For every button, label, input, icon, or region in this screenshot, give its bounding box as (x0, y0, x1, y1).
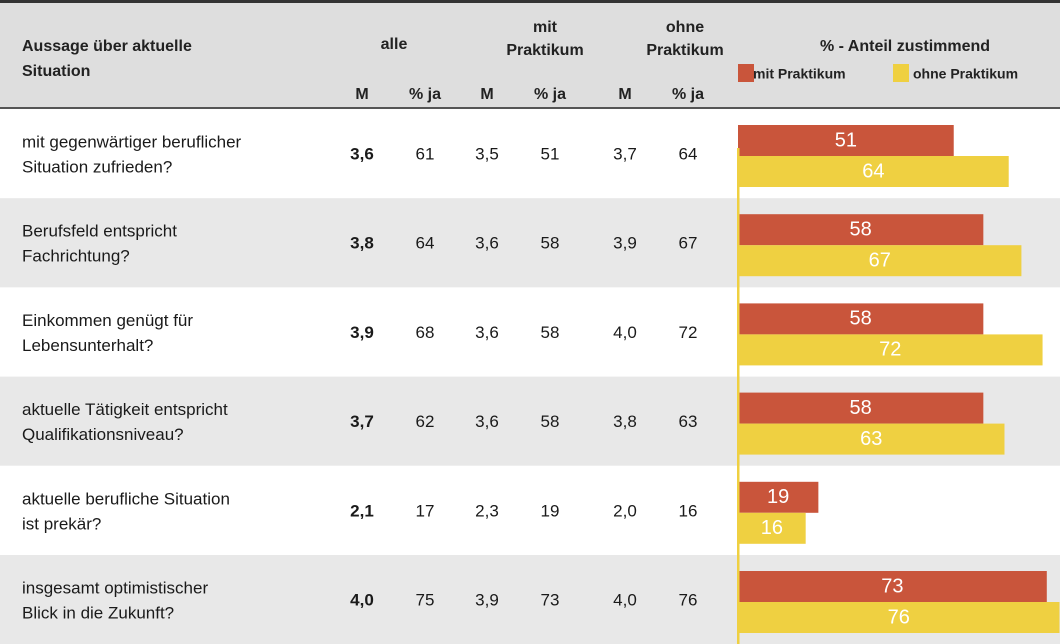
legend-swatch (893, 64, 909, 82)
bar-label: 67 (869, 249, 891, 271)
bar-label: 72 (879, 339, 901, 361)
header-mit: mit (533, 19, 558, 36)
legend-label: mit Praktikum (753, 66, 846, 82)
bar (738, 334, 1043, 366)
bar (738, 602, 1060, 633)
cell: 3,6 (475, 234, 499, 253)
row-label: Blick in die Zukunft? (22, 603, 174, 622)
bar (738, 512, 806, 544)
row-label: Qualifikationsniveau? (22, 425, 184, 444)
cell: 58 (541, 234, 560, 253)
bar-label: 58 (850, 397, 872, 419)
row-label: Lebensunterhalt? (22, 336, 153, 355)
header-mit: Praktikum (506, 42, 583, 59)
cell: 73 (541, 590, 560, 609)
cell: 2,0 (613, 501, 637, 520)
header-statement: Situation (22, 63, 90, 80)
top-rule (0, 0, 1060, 3)
cell: 3,7 (350, 412, 374, 431)
cell: 4,0 (350, 590, 374, 609)
header-ohne: Praktikum (646, 42, 723, 59)
bar (738, 156, 1009, 187)
row-label: insgesamt optimistischer (22, 578, 208, 597)
cell: 58 (541, 412, 560, 431)
subheader: M (618, 86, 631, 103)
chart-title: % - Anteil zustimmend (820, 38, 990, 55)
cell: 3,8 (613, 412, 637, 431)
subheader: % ja (672, 86, 704, 103)
header-bg (0, 0, 1060, 108)
cell: 72 (679, 323, 698, 342)
cell: 2,3 (475, 501, 499, 520)
header-rule (0, 107, 1060, 109)
cell: 64 (679, 144, 698, 163)
cell: 51 (541, 144, 560, 163)
cell: 3,8 (350, 234, 374, 253)
row-label: aktuelle Tätigkeit entspricht (22, 400, 228, 419)
row-label: mit gegenwärtiger beruflicher (22, 132, 242, 151)
row-label: Berufsfeld entspricht (22, 222, 177, 241)
legend-swatch (738, 64, 754, 82)
cell: 76 (679, 590, 698, 609)
cell: 3,6 (350, 144, 374, 163)
cell: 68 (416, 323, 435, 342)
bar (738, 245, 1022, 277)
cell: 3,9 (475, 590, 499, 609)
cell: 62 (416, 412, 435, 431)
bar-label: 73 (881, 575, 903, 597)
cell: 4,0 (613, 323, 637, 342)
bar-label: 63 (860, 428, 882, 450)
cell: 2,1 (350, 501, 374, 520)
cell: 16 (679, 501, 698, 520)
cell: 75 (416, 590, 435, 609)
cell: 67 (679, 234, 698, 253)
bar (738, 392, 984, 424)
subheader: % ja (534, 86, 566, 103)
bar (738, 423, 1005, 455)
bar (738, 125, 954, 156)
subheader: M (355, 86, 368, 103)
cell: 58 (541, 323, 560, 342)
bar-label: 76 (888, 606, 910, 628)
header-ohne: ohne (666, 19, 704, 36)
bar-label: 19 (767, 486, 789, 508)
row-label: Einkommen genügt für (22, 311, 193, 330)
bar (738, 571, 1047, 602)
row-bg (0, 465, 1060, 555)
cell: 61 (416, 144, 435, 163)
cell: 4,0 (613, 590, 637, 609)
bar (738, 214, 984, 246)
row-label: Situation zufrieden? (22, 157, 172, 176)
cell: 3,9 (350, 323, 374, 342)
cell: 64 (416, 234, 435, 253)
bar (738, 303, 984, 335)
legend-label: ohne Praktikum (913, 66, 1018, 82)
row-label: Fachrichtung? (22, 247, 130, 266)
header-statement: Aussage über aktuelle (22, 38, 192, 55)
bar-label: 16 (761, 517, 783, 539)
subheader: % ja (409, 86, 441, 103)
bar (738, 481, 819, 513)
bar-label: 64 (862, 160, 884, 182)
subheader: M (480, 86, 493, 103)
row-label: aktuelle berufliche Situation (22, 489, 230, 508)
bar-label: 58 (850, 218, 872, 240)
cell: 17 (416, 501, 435, 520)
cell: 3,6 (475, 323, 499, 342)
bar-label: 51 (835, 129, 857, 151)
header-alle: alle (381, 36, 408, 53)
axis-line (737, 148, 740, 644)
cell: 3,9 (613, 234, 637, 253)
bar-label: 58 (850, 308, 872, 330)
cell: 63 (679, 412, 698, 431)
cell: 3,6 (475, 412, 499, 431)
cell: 3,5 (475, 144, 499, 163)
row-label: ist prekär? (22, 514, 101, 533)
cell: 3,7 (613, 144, 637, 163)
cell: 19 (541, 501, 560, 520)
